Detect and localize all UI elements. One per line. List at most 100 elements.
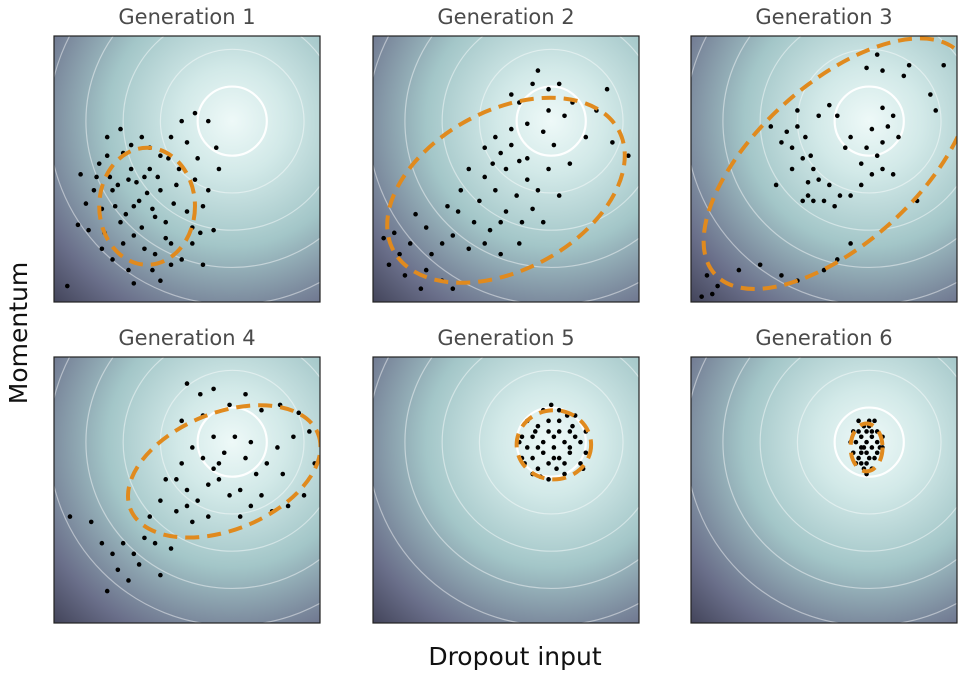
contour-ring [196, 406, 268, 478]
data-point [155, 174, 161, 180]
data-point [768, 124, 774, 129]
data-point [699, 294, 704, 299]
data-point [514, 193, 519, 198]
data-point [795, 108, 800, 113]
data-point [519, 219, 525, 225]
data-point [205, 514, 211, 519]
data-point [779, 273, 784, 278]
panel-5: Generation 5 [372, 326, 640, 624]
data-point [858, 461, 864, 466]
data-point [136, 562, 142, 567]
data-point [524, 121, 530, 127]
data-point [418, 286, 424, 292]
data-point [184, 487, 190, 493]
data-point [811, 198, 816, 204]
data-point [227, 402, 232, 408]
data-point [535, 466, 541, 472]
data-point [866, 455, 872, 461]
data-point [503, 209, 509, 214]
data-point [896, 134, 901, 140]
data-point [168, 134, 174, 140]
data-point [556, 193, 562, 198]
data-point [493, 134, 498, 140]
data-point [104, 153, 110, 158]
data-point [864, 65, 869, 71]
data-point [509, 92, 514, 97]
data-point [530, 434, 535, 440]
data-point [248, 503, 254, 509]
data-point [864, 145, 869, 151]
data-point [498, 251, 503, 257]
data-point [280, 471, 286, 477]
data-point [307, 429, 312, 434]
data-point [248, 439, 254, 445]
data-point [211, 227, 216, 233]
data-point [773, 182, 779, 188]
data-point [179, 257, 184, 262]
data-point [835, 113, 840, 119]
data-point [540, 219, 546, 225]
data-point [880, 140, 885, 145]
data-point [498, 219, 503, 225]
data-point [264, 461, 270, 466]
data-point [179, 461, 184, 466]
data-point [86, 227, 91, 233]
data-point [477, 198, 482, 204]
data-point [795, 124, 800, 129]
data-point [562, 461, 567, 466]
data-point [837, 193, 843, 198]
contour-ring [759, 36, 957, 231]
data-point [626, 153, 631, 158]
data-point [150, 206, 155, 212]
panel-title: Generation 1 [118, 5, 255, 29]
data-point [530, 206, 535, 212]
data-point [842, 145, 848, 151]
data-point [901, 73, 907, 79]
data-point [158, 153, 163, 158]
data-point [546, 429, 551, 434]
data-point [158, 187, 163, 193]
data-point [216, 461, 222, 466]
data-point [872, 418, 877, 424]
data-point [142, 246, 147, 252]
data-point [445, 203, 450, 209]
data-point [134, 180, 139, 185]
data-point [890, 172, 896, 177]
data-point [78, 172, 83, 177]
data-point [556, 429, 562, 434]
data-point [715, 283, 720, 289]
data-point [450, 233, 456, 238]
data-point [96, 161, 102, 166]
data-point [152, 540, 158, 546]
data-point [933, 108, 939, 113]
data-point [253, 471, 259, 477]
data-point [190, 519, 195, 525]
data-point [296, 410, 302, 416]
panel-title: Generation 5 [437, 326, 574, 350]
data-point [567, 161, 573, 166]
data-point [171, 201, 176, 206]
data-point [869, 429, 875, 434]
data-point [423, 267, 429, 273]
data-point [546, 86, 551, 92]
panel-title: Generation 4 [118, 326, 255, 350]
data-point [107, 174, 113, 180]
data-point [570, 423, 575, 429]
data-point [211, 434, 216, 440]
data-point [578, 461, 583, 466]
data-point [163, 219, 169, 225]
data-point [858, 182, 864, 188]
data-point [869, 172, 875, 177]
contour-ring [833, 85, 905, 157]
data-point [874, 439, 880, 445]
data-point [858, 161, 864, 166]
data-point [872, 455, 877, 461]
data-point [166, 156, 171, 161]
contour-ring [478, 369, 624, 515]
data-point [805, 180, 811, 185]
covariance-ellipse [97, 145, 197, 267]
data-point [503, 166, 509, 172]
data-point [120, 540, 126, 546]
data-point [811, 166, 816, 172]
data-point [407, 241, 413, 246]
